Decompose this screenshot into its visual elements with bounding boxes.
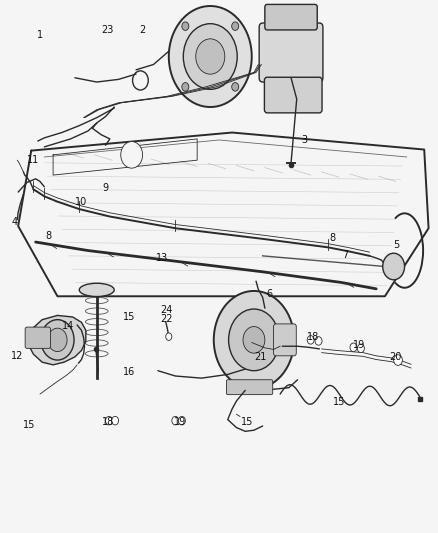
Ellipse shape [79, 283, 114, 296]
Text: 4: 4 [11, 217, 18, 227]
Circle shape [394, 355, 403, 366]
Text: 11: 11 [27, 155, 39, 165]
Text: 18: 18 [102, 417, 114, 427]
Text: 21: 21 [254, 352, 267, 362]
Text: 15: 15 [241, 417, 254, 427]
Text: 20: 20 [390, 352, 402, 362]
Text: 6: 6 [266, 289, 272, 299]
FancyBboxPatch shape [259, 23, 323, 82]
Circle shape [232, 83, 239, 91]
Text: 24: 24 [160, 305, 173, 315]
Text: 3: 3 [301, 135, 307, 145]
Text: 2: 2 [139, 25, 146, 35]
FancyBboxPatch shape [265, 77, 322, 113]
Circle shape [184, 23, 237, 90]
Text: 1: 1 [37, 30, 43, 41]
Text: 7: 7 [343, 250, 349, 260]
Circle shape [48, 328, 67, 352]
Circle shape [166, 333, 172, 341]
Text: 19: 19 [353, 340, 365, 350]
Circle shape [169, 6, 252, 107]
Circle shape [232, 22, 239, 30]
Circle shape [350, 343, 357, 352]
FancyBboxPatch shape [274, 324, 296, 356]
Polygon shape [28, 316, 86, 365]
Text: 5: 5 [393, 240, 399, 250]
Circle shape [196, 39, 225, 74]
Text: 15: 15 [333, 397, 345, 407]
Circle shape [243, 327, 265, 353]
Circle shape [182, 83, 189, 91]
Circle shape [383, 253, 405, 280]
Text: 8: 8 [46, 231, 52, 241]
Text: 14: 14 [62, 321, 74, 331]
Text: 9: 9 [102, 183, 109, 193]
Text: 16: 16 [124, 367, 136, 377]
Circle shape [178, 416, 185, 425]
Text: 8: 8 [329, 233, 336, 243]
Circle shape [182, 22, 189, 30]
Circle shape [229, 309, 279, 370]
Text: 23: 23 [102, 25, 114, 35]
Circle shape [112, 416, 119, 425]
Text: 13: 13 [156, 253, 168, 263]
Circle shape [315, 337, 322, 345]
Text: 15: 15 [23, 420, 35, 430]
Text: 18: 18 [307, 332, 319, 342]
FancyBboxPatch shape [25, 327, 50, 349]
Circle shape [106, 416, 113, 425]
Text: 10: 10 [75, 197, 88, 207]
Circle shape [214, 291, 294, 389]
FancyBboxPatch shape [265, 4, 317, 30]
Circle shape [307, 336, 314, 344]
Circle shape [172, 416, 179, 425]
Text: 15: 15 [124, 312, 136, 322]
Text: 19: 19 [173, 417, 186, 427]
Circle shape [41, 320, 74, 360]
Circle shape [357, 344, 364, 353]
Text: 22: 22 [160, 313, 173, 324]
FancyBboxPatch shape [226, 379, 273, 394]
Text: 12: 12 [11, 351, 24, 361]
Circle shape [121, 142, 143, 168]
